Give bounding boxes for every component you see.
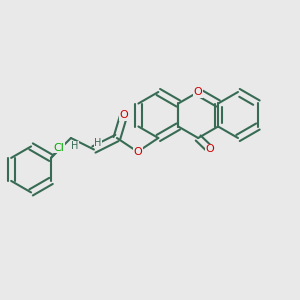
Text: H: H — [71, 141, 79, 151]
Text: O: O — [206, 145, 214, 154]
Text: Cl: Cl — [54, 143, 64, 153]
Text: O: O — [194, 87, 203, 97]
Text: O: O — [133, 147, 142, 157]
Text: H: H — [94, 137, 102, 148]
Text: O: O — [119, 110, 128, 120]
